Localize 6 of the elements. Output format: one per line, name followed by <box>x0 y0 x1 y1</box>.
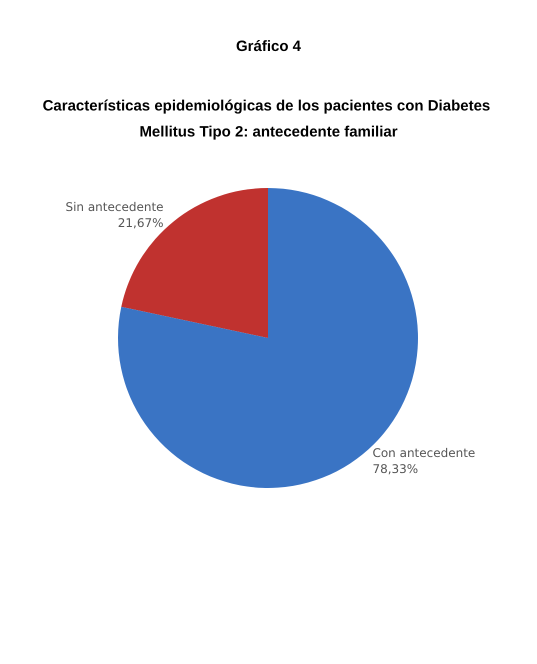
data-label: 78,33% <box>372 462 418 476</box>
chart-subtitle: Características epidemiológicas de los pacientes con Diabetes Mellitus Tipo 2: antecedente familiar <box>42 98 494 140</box>
slice-label: Sin antecedente <box>65 200 164 214</box>
data-label: 21,67% <box>118 216 164 230</box>
slice-label: Con antecedente <box>372 446 476 460</box>
chart-title: Gráfico 4 <box>236 38 302 55</box>
